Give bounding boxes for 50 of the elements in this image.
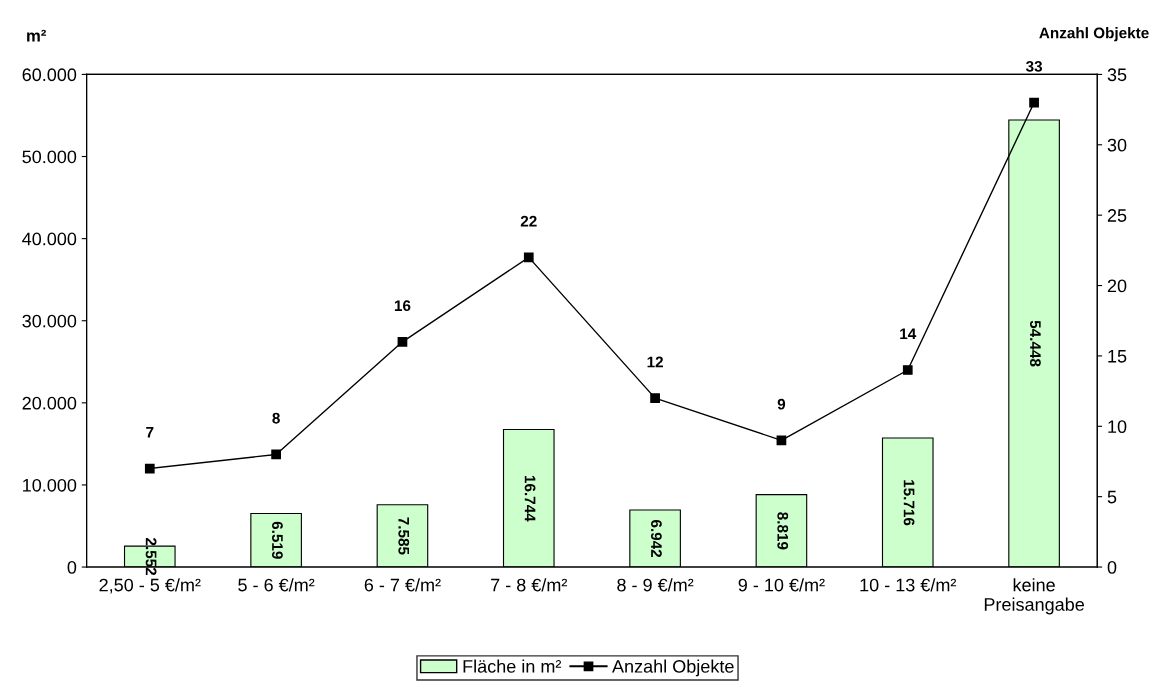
point [650,393,660,404]
x-tick-label: 10 - 13 €/m² [860,578,957,592]
data-label: 22 [520,215,537,227]
data-label: 7.585 [398,517,410,555]
x-tick-label: 6 - 7 €/m² [364,578,441,592]
y2-tick-label: 10 [1108,420,1127,434]
data-label: 15.716 [903,480,915,526]
legend-label: Anzahl Objekte [612,659,734,677]
point [271,449,281,460]
y-tick-label: 40.000 [22,232,77,246]
data-label: 6.942 [651,519,662,558]
y-tick-label: 20.000 [22,396,77,410]
y2-tick-label: 25 [1107,209,1127,222]
x-tick-label: 9 - 10 €/m² [738,578,825,592]
data-label: 16.744 [524,475,536,522]
y-axis-title: m² [27,29,47,42]
y-tick-label: 60.000 [22,68,77,82]
y2-axis-title: Anzahl Objekte [1039,27,1149,42]
legend-label: Fläche in m² [463,659,562,673]
data-label: 8 [272,412,280,424]
y-tick-label: 30.000 [22,314,77,328]
point [523,252,534,263]
y2-tick-label: 20 [1107,279,1127,293]
data-label: 2.552 [145,537,157,576]
data-label: 9 [777,398,786,410]
data-label: 7 [146,427,154,438]
point [144,463,155,474]
data-label: 16 [394,300,411,312]
point [397,336,408,347]
data-label: 6.519 [272,521,283,559]
y-tick-label: 10.000 [23,478,77,492]
data-label: 8.819 [777,512,789,550]
y-tick-label: 0 [67,560,77,574]
y2-tick-label: 5 [1107,490,1117,504]
data-label: 54.448 [1029,320,1041,367]
y2-tick-label: 15 [1108,350,1127,363]
x-tick-label: keine Preisangabe [984,578,1084,615]
y2-tick-label: 30 [1107,138,1127,152]
x-tick-label: 2,50 - 5 €/m² [99,578,201,594]
data-label: 33 [1025,60,1043,72]
y2-tick-label: 35 [1107,68,1127,82]
data-label: 14 [900,328,917,340]
y2-tick-label: 0 [1107,560,1117,574]
x-tick-label: 5 - 6 €/m² [238,578,315,592]
x-tick-label: 8 - 9 €/m² [617,578,694,592]
x-tick-label: 7 - 8 €/m² [491,578,568,592]
point [1029,97,1039,108]
y-tick-label: 50.000 [22,150,77,164]
point [902,365,913,375]
data-label: 12 [647,356,663,368]
